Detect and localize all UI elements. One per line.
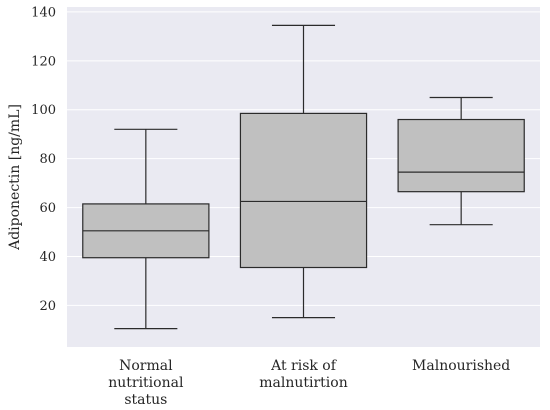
iqr-box	[397, 118, 525, 193]
y-tick-label: 140	[31, 5, 56, 20]
x-category-label-line: nutritional	[108, 375, 184, 391]
x-category-labels: Normal nutritional status At risk of malnuti…	[108, 358, 510, 408]
y-axis-label: Adiponectin [ng/mL]	[7, 104, 23, 251]
x-category-label-line: Normal	[119, 358, 173, 374]
x-category-label: Malnourished	[412, 358, 510, 374]
y-tick-label: 80	[39, 152, 56, 167]
x-category-label-line: malnutirtion	[259, 375, 347, 391]
y-tick-label: 60	[39, 201, 56, 216]
y-tick-label: 120	[31, 54, 56, 69]
y-tick-label: 20	[39, 299, 56, 314]
y-tick-label: 40	[39, 250, 56, 265]
iqr-box	[239, 112, 368, 269]
box-group	[397, 96, 525, 226]
y-tick-labels: 20 40 60 80 100 120 140	[31, 5, 56, 314]
x-category-label: At risk of malnutirtion	[259, 358, 347, 391]
y-tick-label: 100	[31, 103, 56, 118]
box-group	[82, 128, 210, 330]
x-category-label-line: At risk of	[270, 358, 338, 374]
x-category-label: Normal nutritional status	[108, 358, 184, 408]
boxes-layer	[82, 24, 525, 330]
box-group	[239, 24, 368, 319]
x-category-label-line: status	[124, 392, 167, 408]
x-category-label-line: Malnourished	[412, 358, 510, 374]
